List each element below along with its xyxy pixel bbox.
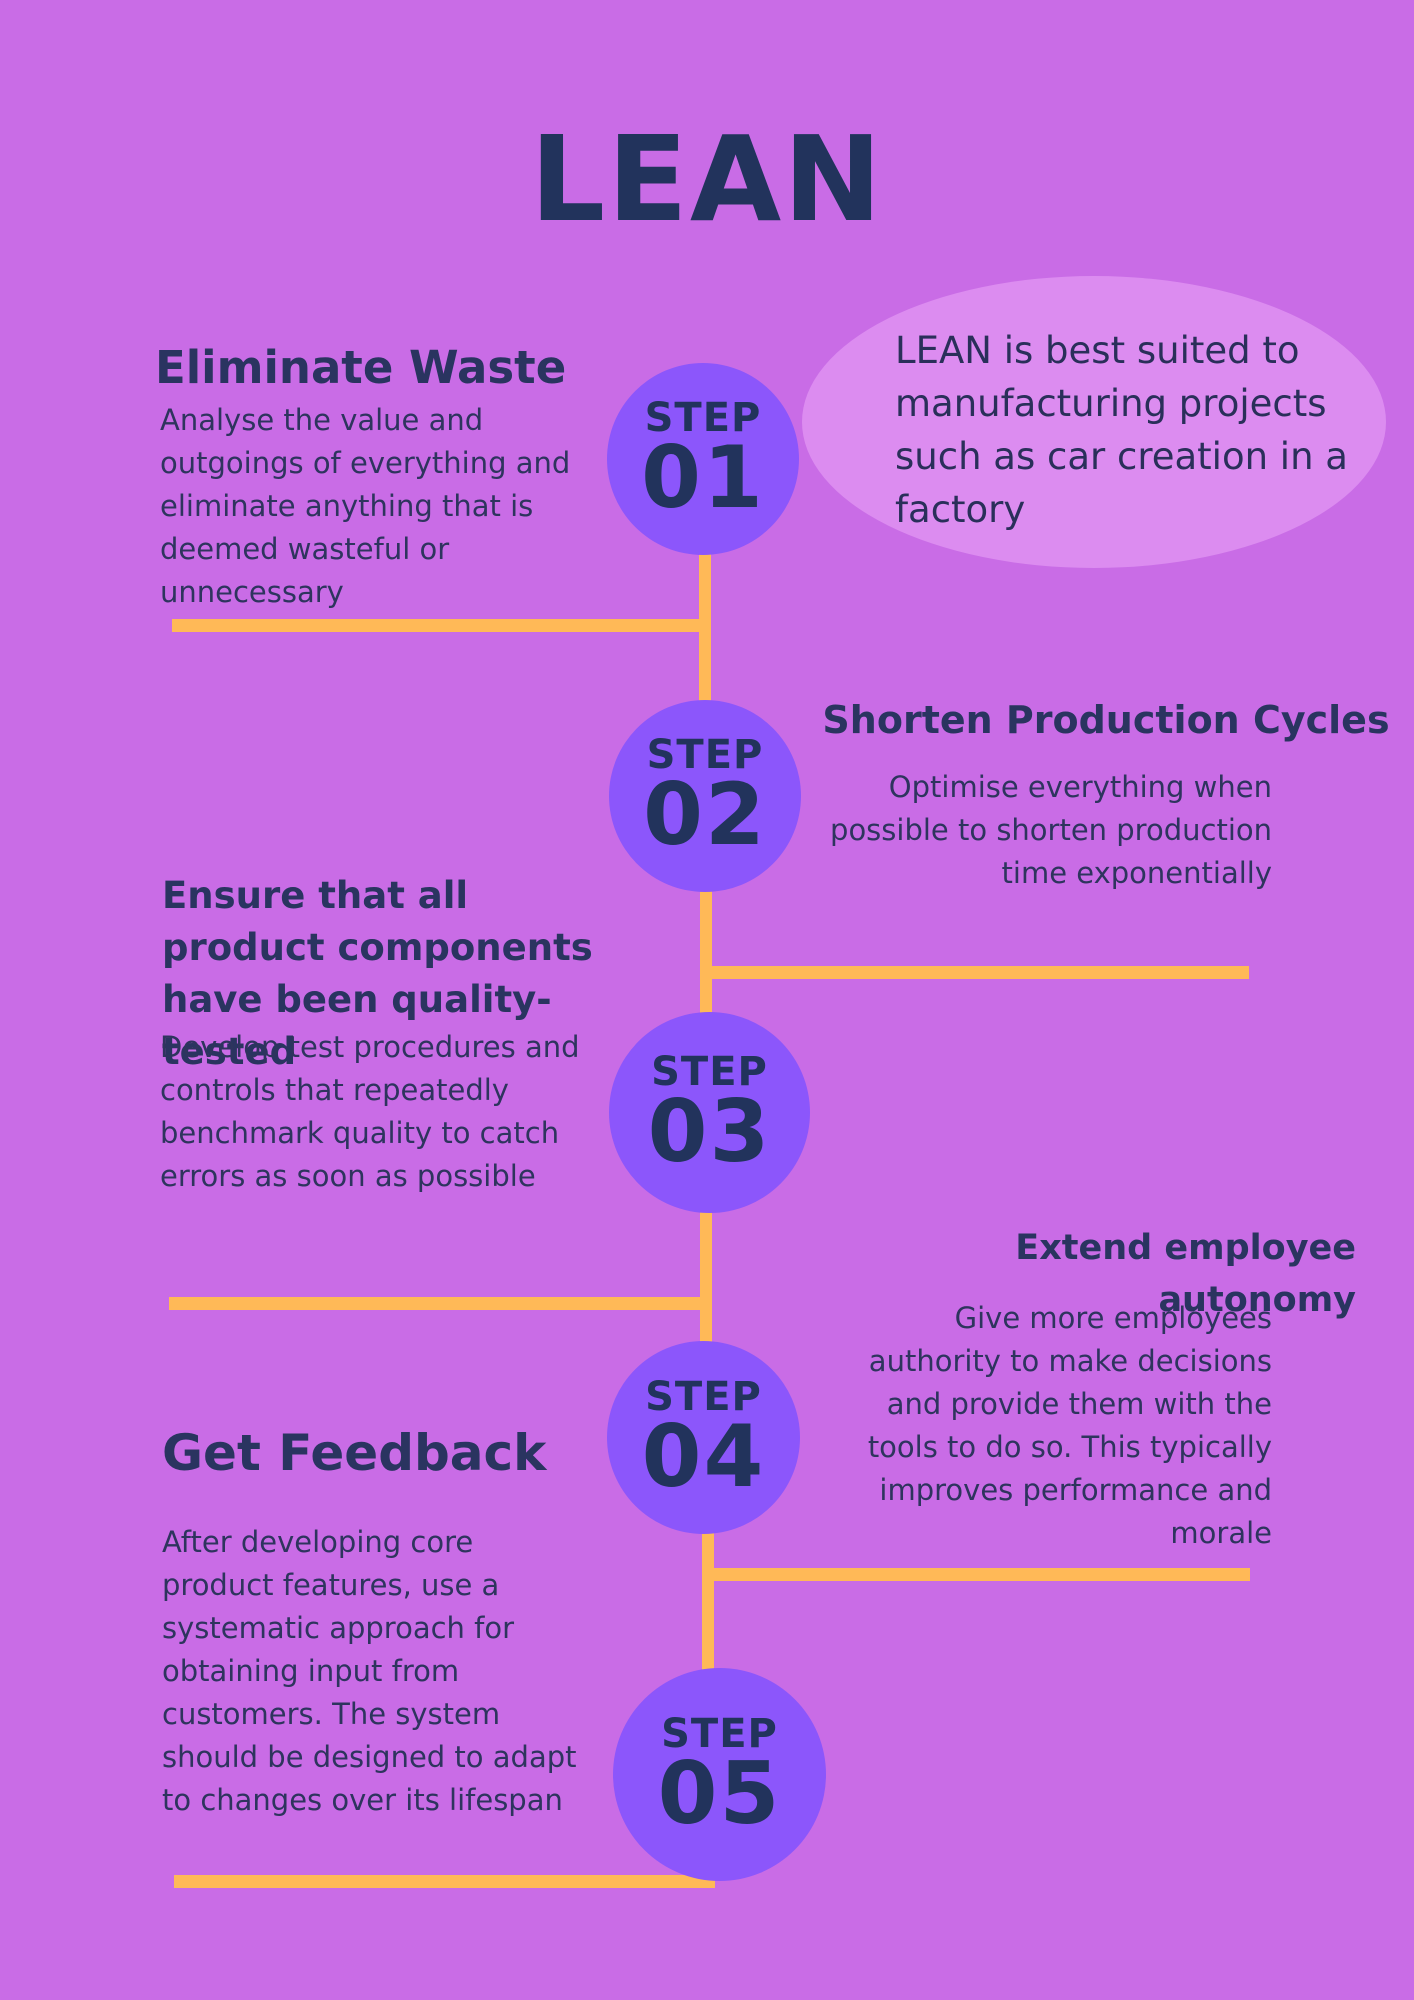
connector-horizontal-04 bbox=[708, 1568, 1250, 1581]
step-circle-03: STEP 03 bbox=[609, 1012, 810, 1213]
step-circle-04: STEP 04 bbox=[607, 1341, 800, 1534]
step-number: 03 bbox=[647, 1081, 772, 1182]
connector-horizontal-01 bbox=[172, 619, 704, 632]
step-heading-02: Shorten Production Cycles bbox=[822, 698, 1390, 742]
step-heading-01: Eliminate Waste bbox=[155, 341, 567, 394]
step-circle-02: STEP 02 bbox=[609, 700, 801, 892]
step-body-03: Develop test procedures and controls tha… bbox=[160, 1030, 580, 1193]
step-body-01: Analyse the value and outgoings of every… bbox=[160, 403, 571, 609]
step-number: 05 bbox=[657, 1743, 782, 1844]
step-label: STEP bbox=[651, 1048, 768, 1095]
step-body-02: Optimise everything when possible to sho… bbox=[830, 770, 1272, 890]
step-body-04: Give more employees authority to make de… bbox=[867, 1301, 1272, 1550]
note-text: LEAN is best suited to manufacturing pro… bbox=[895, 329, 1348, 531]
note-bubble bbox=[802, 276, 1386, 568]
page-title: LEAN bbox=[530, 110, 884, 248]
connector-vertical-01 bbox=[699, 525, 711, 710]
step-number: 02 bbox=[643, 765, 767, 866]
connector-vertical-04 bbox=[702, 1515, 714, 1687]
connector-horizontal-02 bbox=[706, 966, 1249, 979]
step-body-05: After developing core product features, … bbox=[162, 1525, 577, 1817]
step-circle-01: STEP 01 bbox=[607, 363, 799, 555]
step-label: STEP bbox=[645, 1373, 762, 1420]
step-label: STEP bbox=[644, 395, 762, 442]
step-heading-05: Get Feedback bbox=[162, 1424, 547, 1482]
step-circle-05: STEP 05 bbox=[613, 1668, 826, 1881]
step-number: 01 bbox=[641, 428, 765, 529]
step-label: STEP bbox=[646, 732, 764, 779]
connector-vertical-03 bbox=[700, 1195, 712, 1360]
connector-vertical-02 bbox=[700, 880, 712, 1025]
step-heading-03: Ensure that all product components have … bbox=[162, 874, 593, 1073]
step-number: 04 bbox=[641, 1406, 766, 1507]
step-heading-04: Extend employee autonomy bbox=[1015, 1228, 1356, 1320]
connector-horizontal-03 bbox=[169, 1297, 706, 1310]
connector-horizontal-05 bbox=[174, 1875, 712, 1888]
step-label: STEP bbox=[661, 1710, 778, 1757]
